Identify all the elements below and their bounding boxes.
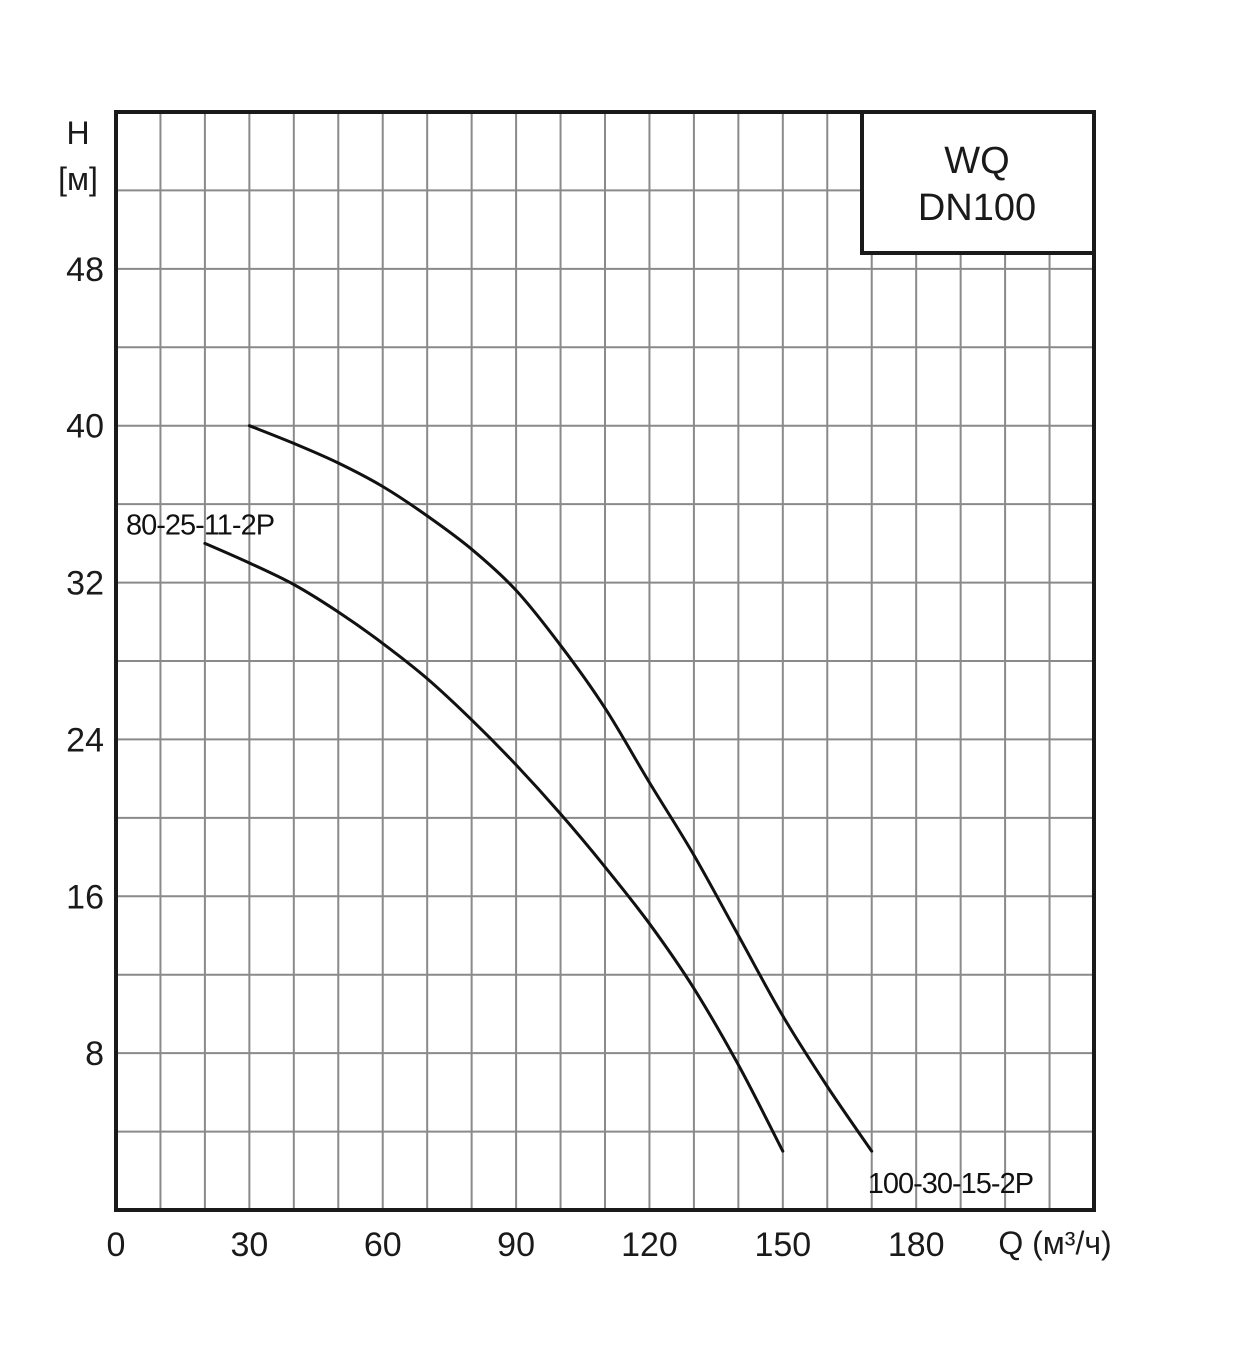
title-box-line1: WQ [944, 140, 1009, 182]
y-tick-label: 8 [85, 1035, 104, 1073]
x-tick-label: 30 [230, 1226, 268, 1264]
x-axis-title: Q (м³/ч) [998, 1225, 1111, 1261]
series-line-80-25-11-2P [203, 541, 785, 1153]
x-tick-label: 0 [107, 1226, 126, 1264]
series-label-100-30-15-2P: 100-30-15-2P [868, 1168, 1033, 1200]
series-labels: 80-25-11-2P 100-30-15-2P [126, 509, 1034, 1200]
x-tick-label: 180 [888, 1226, 945, 1264]
curves [203, 424, 874, 1153]
x-tick-label: 150 [754, 1226, 811, 1264]
y-tick-label: 32 [66, 565, 104, 603]
y-tick-label: 48 [66, 251, 104, 289]
y-axis-title-unit: [м] [58, 161, 98, 197]
x-tick-label: 90 [497, 1226, 535, 1264]
x-tick-labels: 0 30 60 90 120 150 180 [107, 1226, 945, 1264]
series-line-100-30-15-2P [247, 424, 874, 1153]
y-tick-label: 24 [66, 721, 104, 759]
y-tick-labels: 8 16 24 32 40 48 [66, 251, 104, 1073]
y-tick-label: 16 [66, 878, 104, 916]
title-box [860, 110, 1096, 255]
y-axis-title-h: H [66, 115, 89, 151]
plot-frame [114, 110, 1096, 1212]
series-label-80-25-11-2P: 80-25-11-2P [126, 509, 274, 541]
x-tick-label: 120 [621, 1226, 678, 1264]
y-tick-label: 40 [66, 408, 104, 446]
x-tick-label: 60 [364, 1226, 402, 1264]
title-box-line2: DN100 [918, 187, 1036, 229]
grid [116, 112, 1094, 1210]
